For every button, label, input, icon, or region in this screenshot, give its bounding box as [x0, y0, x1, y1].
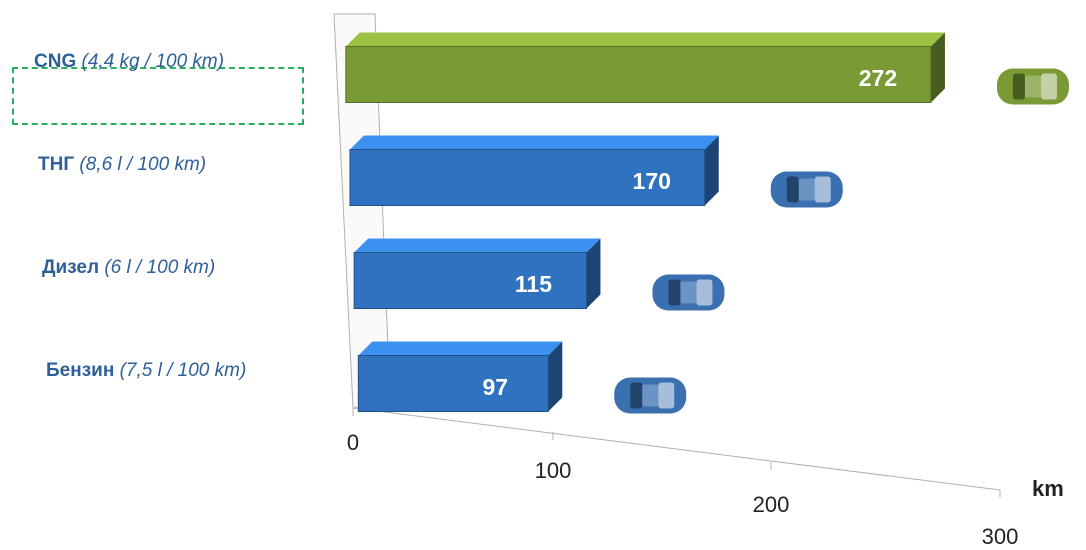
bar [345, 46, 932, 103]
x-tick-label: 0 [346, 430, 360, 455]
x-tick-label: 100 [534, 458, 572, 483]
bar-side-face [548, 341, 563, 412]
value-label: 272 [858, 64, 898, 91]
highlight-box [12, 67, 304, 125]
car-roof [642, 384, 659, 407]
x-tick-label: 300 [981, 524, 1019, 549]
value-label: 97 [482, 373, 509, 400]
x-unit-label: km [1032, 476, 1064, 501]
category-name: CNG [34, 50, 77, 72]
car-windshield [630, 382, 643, 409]
bars-group [345, 32, 945, 412]
car-icon [614, 377, 687, 414]
category-label-diesel: Дизел (6 l / 100 km) [42, 257, 362, 279]
floor-axis-line [352, 407, 1001, 491]
car-roof [798, 178, 815, 201]
car-rear-window [696, 279, 713, 306]
bar [357, 355, 549, 412]
category-detail: (4,4 kg / 100 km) [81, 50, 225, 72]
category-detail: (7,5 l / 100 km) [119, 359, 247, 381]
car-icon [652, 274, 725, 311]
bar [349, 149, 706, 206]
bar-side-face [704, 135, 719, 206]
category-detail: (6 l / 100 km) [104, 256, 216, 278]
bar-top-face [354, 238, 601, 253]
car-rear-window [1040, 73, 1057, 100]
car-windshield [1012, 73, 1025, 100]
category-label-lpg: ТНГ (8,6 l / 100 km) [38, 154, 358, 176]
car-roof [1024, 75, 1041, 98]
car-windshield [786, 176, 799, 203]
bar-side-face [930, 32, 945, 103]
category-name: ТНГ [38, 153, 75, 175]
category-label-petrol: Бензин (7,5 l / 100 km) [46, 360, 366, 382]
car-roof [680, 281, 697, 304]
category-detail: (8,6 l / 100 km) [79, 153, 207, 175]
value-label: 170 [632, 167, 671, 194]
car-icon [996, 68, 1069, 105]
cars-group [614, 68, 1069, 414]
car-rear-window [814, 176, 831, 203]
value-label: 115 [514, 270, 552, 297]
bar-top-face [349, 135, 719, 150]
bar-side-face [586, 238, 601, 309]
category-name: Дизел [42, 256, 100, 278]
bar-top-face [345, 32, 945, 47]
car-icon [770, 171, 843, 208]
bar [353, 252, 587, 309]
category-name: Бензин [46, 359, 115, 381]
x-tick-label: 200 [752, 492, 790, 517]
category-label-cng: CNG (4,4 kg / 100 km) [34, 51, 354, 73]
car-rear-window [658, 382, 675, 409]
car-windshield [668, 279, 681, 306]
bar-top-face [358, 341, 563, 356]
